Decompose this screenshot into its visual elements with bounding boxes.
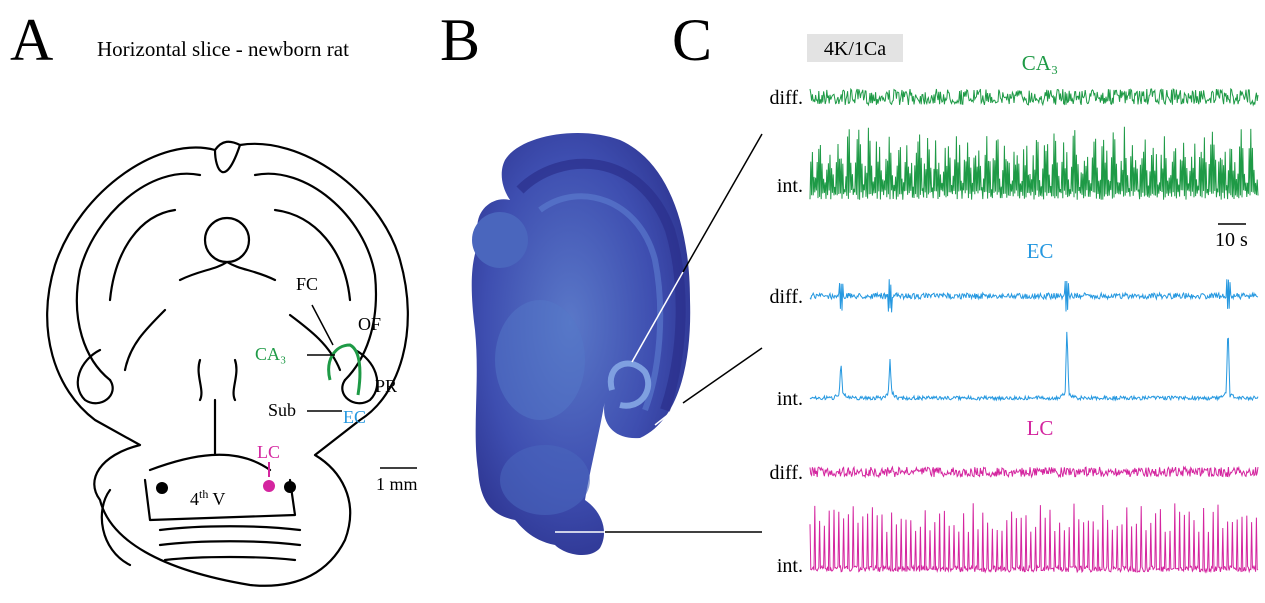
trace (810, 279, 1258, 312)
figure: A Horizontal slice - newborn rat FC OF C… (0, 0, 1265, 603)
ventricle-text: V (212, 489, 225, 509)
panel-title: Horizontal slice - newborn rat (97, 37, 349, 61)
pointer (312, 305, 333, 345)
annotation: 4th V (190, 487, 225, 509)
slice-photo (472, 133, 690, 555)
annotation: Sub (268, 400, 296, 420)
condition: 4K/1Ca (824, 38, 886, 60)
annotation: OF (358, 314, 381, 334)
trace-label: diff. (769, 286, 803, 308)
trace-label: diff. (769, 87, 803, 109)
brain-schematic (47, 142, 408, 586)
annotation: LC (257, 442, 280, 462)
connector (683, 348, 762, 403)
trace (810, 332, 1258, 400)
panel-label: C (672, 7, 712, 73)
region-title: EC (1027, 239, 1054, 263)
scale-label: 1 mm (376, 474, 418, 494)
trace (810, 89, 1258, 105)
trace-label: diff. (769, 462, 803, 484)
annotation: PR (375, 376, 397, 396)
trace-label: int. (777, 388, 803, 410)
trace (810, 503, 1258, 572)
annotation: EC (343, 407, 366, 427)
connector (683, 134, 762, 272)
annotation: FC (296, 274, 318, 294)
region-title: CA₃ (1022, 51, 1059, 75)
panel-label: B (440, 7, 480, 73)
scale-label: 10 s (1215, 229, 1248, 251)
lc-marker (263, 480, 275, 492)
trace-label: int. (777, 555, 803, 577)
annotation: CA₃ (255, 344, 286, 364)
region-title: LC (1027, 416, 1054, 440)
traces (810, 89, 1258, 572)
ventricle-number: 4 (190, 489, 199, 509)
ventricle-superscript: th (199, 487, 208, 501)
ca3-region (329, 345, 360, 395)
trace (810, 467, 1258, 477)
panel-label: A (10, 7, 53, 73)
trace (810, 127, 1258, 200)
trace-label: int. (777, 175, 803, 197)
marker (284, 481, 296, 493)
marker (156, 482, 168, 494)
